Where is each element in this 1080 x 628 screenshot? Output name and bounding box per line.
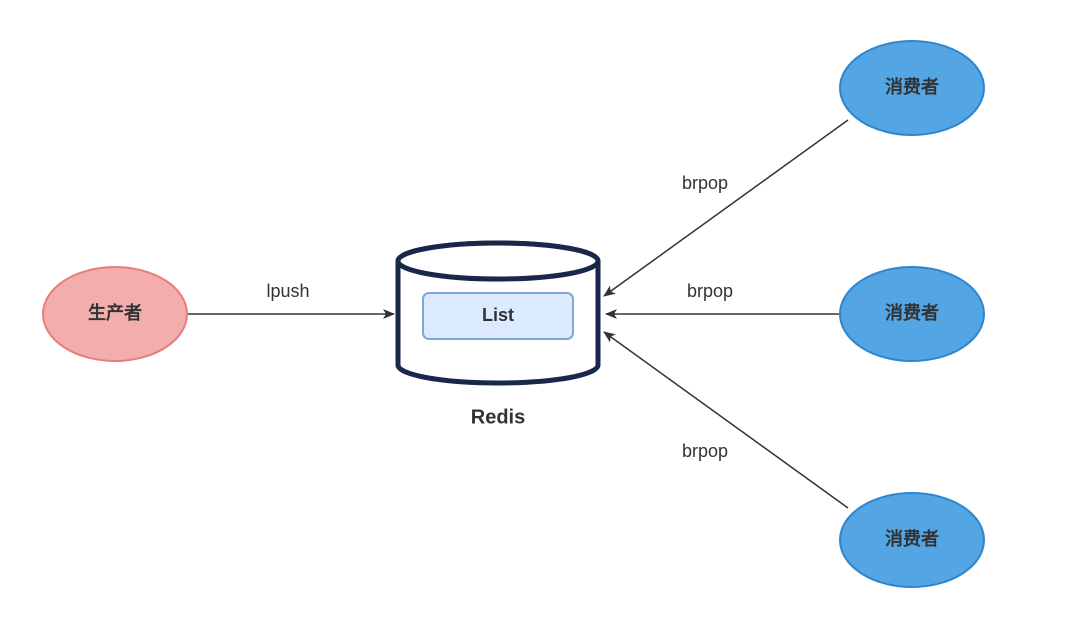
edge-label-3: brpop (682, 441, 728, 461)
edge-consumer3-redis (604, 332, 848, 508)
edge-label-1: brpop (682, 173, 728, 193)
redis-top (398, 243, 598, 279)
redis-inner-label: List (482, 305, 514, 325)
redis-caption: Redis (471, 406, 525, 428)
edge-consumer1-redis (604, 120, 848, 296)
diagram-canvas: lpushbrpopbrpopbrpop生产者ListRedis消费者消费者消费… (0, 0, 1080, 628)
producer-label: 生产者 (88, 302, 142, 323)
edge-label-0: lpush (266, 281, 309, 301)
edge-label-2: brpop (687, 281, 733, 301)
consumer1-label: 消费者 (885, 76, 939, 97)
consumer3-label: 消费者 (885, 528, 939, 549)
consumer2-label: 消费者 (885, 302, 939, 323)
